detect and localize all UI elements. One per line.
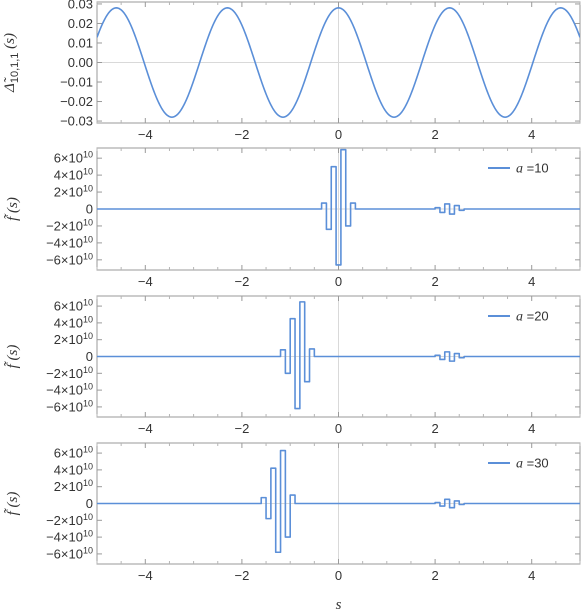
y-tick-label: 6×1010 [54, 298, 93, 314]
y-tick-label: 0.00 [68, 55, 93, 70]
y-axis-title: f̃ (s) [4, 197, 21, 221]
x-tick-label: −4 [138, 274, 153, 289]
y-tick-label: 6×1010 [54, 445, 93, 461]
x-tick-label: 4 [528, 421, 535, 436]
panel-2: −4 −2 0 2 4−6×1010−4×1010−2×101002×10104×101… [4, 147, 581, 289]
y-tick-label: 4×1010 [54, 461, 93, 477]
y-tick-label: −2×1010 [46, 217, 93, 233]
y-tick-label: −0.01 [60, 75, 93, 90]
y-tick-label: −2×1010 [46, 365, 93, 381]
y-tick-label: −4×1010 [46, 529, 93, 545]
x-tick-label: −4 [138, 421, 153, 436]
x-tick-label: −4 [138, 568, 153, 583]
x-tick-label: −2 [234, 568, 249, 583]
y-tick-label: −6×1010 [46, 545, 93, 561]
x-tick-label: 4 [528, 568, 535, 583]
x-tick-label: −2 [234, 421, 249, 436]
x-tick-label: 2 [431, 274, 438, 289]
x-tick-label: 2 [431, 421, 438, 436]
y-tick-label: 0 [86, 202, 93, 217]
y-tick-label: 2×1010 [54, 184, 93, 200]
y-axis-title: f̃ (s) [4, 345, 21, 369]
x-axis-title: s [336, 597, 342, 612]
y-tick-label: 0.03 [68, 0, 93, 11]
x-tick-label: 4 [528, 274, 535, 289]
x-tick-label: 0 [335, 274, 342, 289]
x-tick-label: 4 [528, 127, 535, 142]
x-tick-label: 0 [335, 127, 342, 142]
y-tick-label: 0.01 [68, 35, 93, 50]
panel-4: −4 −2 0 2 4−6×1010−4×1010−2×101002×10104×101… [4, 442, 581, 612]
x-tick-label: 2 [431, 568, 438, 583]
y-tick-label: −4×1010 [46, 382, 93, 398]
legend-entry: a =30 [516, 456, 549, 472]
y-tick-label: −6×1010 [46, 251, 93, 267]
x-tick-label: −4 [138, 127, 153, 142]
x-tick-label: 0 [335, 568, 342, 583]
y-axis-title: f̃ (s) [4, 492, 21, 516]
legend-entry: a =10 [516, 161, 549, 177]
y-tick-label: 0 [86, 349, 93, 364]
y-tick-label: 4×1010 [54, 314, 93, 330]
y-tick-label: −0.03 [60, 114, 93, 129]
x-tick-label: −2 [234, 127, 249, 142]
y-tick-label: 0 [86, 496, 93, 511]
y-tick-label: 4×1010 [54, 167, 93, 183]
panel-3: −4 −2 0 2 4−6×1010−4×1010−2×101002×10104×101… [4, 295, 581, 436]
y-tick-label: 2×1010 [54, 478, 93, 494]
y-tick-label: 2×1010 [54, 331, 93, 347]
x-tick-label: 0 [335, 421, 342, 436]
series-line [97, 148, 580, 266]
y-tick-label: −6×1010 [46, 398, 93, 414]
y-tick-label: −0.02 [60, 94, 93, 109]
x-tick-label: 2 [431, 127, 438, 142]
series-line [97, 301, 580, 410]
series-line [97, 7, 580, 118]
y-tick-label: 0.02 [68, 16, 93, 31]
legend-entry: a =20 [516, 309, 549, 325]
y-tick-label: −4×1010 [46, 234, 93, 250]
y-tick-label: 6×1010 [54, 150, 93, 166]
series-line [97, 449, 580, 554]
y-tick-label: −2×1010 [46, 512, 93, 528]
x-tick-label: −2 [234, 274, 249, 289]
y-axis-title: Δ̃10,1,1 (s) [2, 33, 21, 93]
panel-1: −4 −2 0 2 4 −0.03 −0.02 −0.01 0.00 0.01 0.02 0.03 Δ̃… [2, 0, 581, 142]
